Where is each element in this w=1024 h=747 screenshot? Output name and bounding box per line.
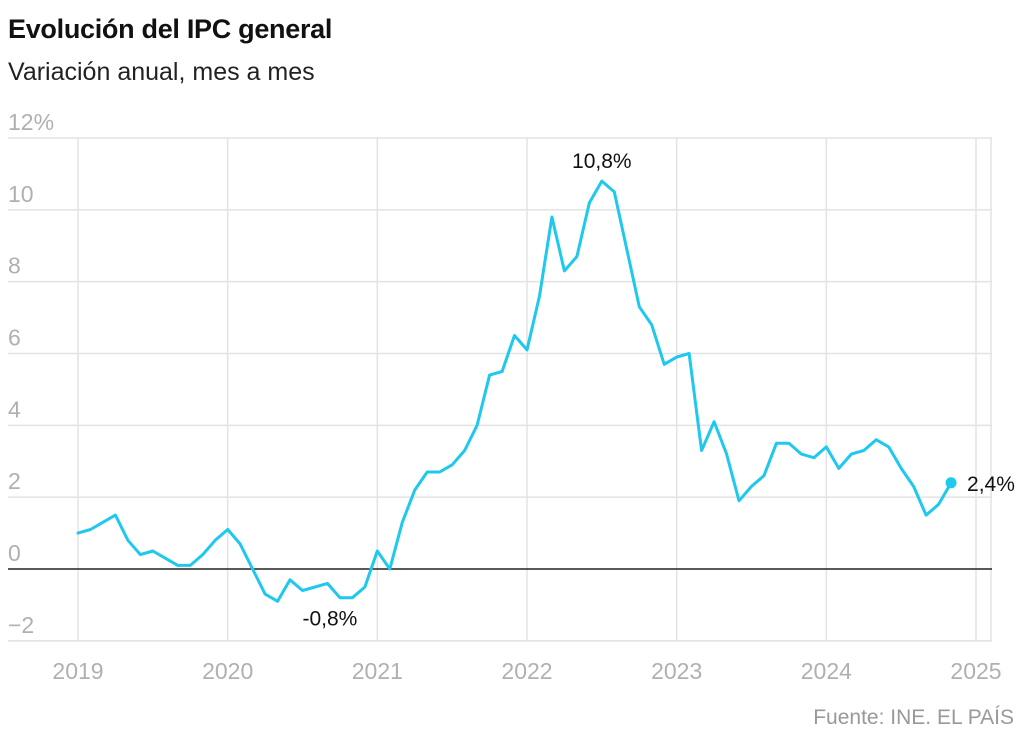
x-tick-label: 2024 bbox=[801, 658, 852, 684]
last-value-dot bbox=[945, 477, 957, 489]
chart-subtitle: Variación anual, mes a mes bbox=[8, 58, 315, 86]
chart-title: Evolución del IPC general bbox=[8, 14, 333, 44]
ipc-series-line bbox=[76, 179, 953, 603]
y-tick-label: 4 bbox=[8, 396, 21, 422]
x-tick-label: 2023 bbox=[651, 658, 702, 684]
x-tick-label: 2021 bbox=[352, 658, 403, 684]
y-tick-label: 0 bbox=[8, 540, 21, 566]
y-tick-label: 2 bbox=[8, 468, 21, 494]
x-tick-label: 2020 bbox=[202, 658, 253, 684]
annotation-label: 10,8% bbox=[572, 150, 632, 173]
y-tick-label: 6 bbox=[8, 325, 21, 351]
y-tick-label: 12% bbox=[8, 109, 54, 135]
y-tick-label: 10 bbox=[8, 181, 34, 207]
x-tick-label: 2025 bbox=[950, 658, 1001, 684]
x-tick-label: 2019 bbox=[52, 658, 103, 684]
y-tick-label: 8 bbox=[8, 253, 21, 279]
y-tick-label: −2 bbox=[8, 612, 34, 638]
source-note: Fuente: INE. EL PAÍS bbox=[813, 706, 1014, 729]
x-tick-label: 2022 bbox=[501, 658, 552, 684]
annotation-label: -0,8% bbox=[302, 608, 357, 631]
annotation-label: 2,4% bbox=[967, 473, 1015, 496]
